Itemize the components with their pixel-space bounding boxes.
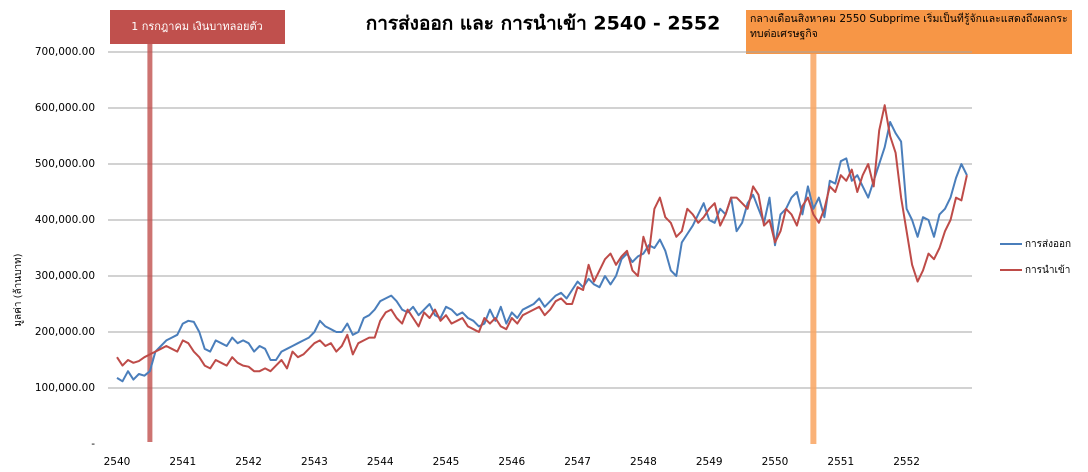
- annotation-box: [110, 10, 285, 44]
- y-tick-label: 700,000.00: [35, 46, 95, 58]
- x-tick-label: 2548: [630, 456, 657, 468]
- x-tick-label: 2545: [433, 456, 460, 468]
- x-tick-label: 2549: [696, 456, 723, 468]
- chart-title: การส่งออก และ การนำเข้า 2540 - 2552: [366, 13, 721, 35]
- series-line: [116, 121, 968, 383]
- y-tick-label: 200,000.00: [35, 326, 95, 338]
- x-tick-label: 2541: [169, 456, 196, 468]
- annotation-box: [746, 10, 1072, 54]
- y-axis-label: มูลค่า (ล้านบาท): [12, 253, 24, 326]
- y-tick-label: 100,000.00: [35, 382, 95, 394]
- x-tick-label: 2544: [367, 456, 394, 468]
- y-tick-label: 500,000.00: [35, 158, 95, 170]
- y-tick-label: 600,000.00: [35, 102, 95, 114]
- y-tick-label: 300,000.00: [35, 270, 95, 282]
- legend-label: การส่งออก: [1025, 239, 1071, 250]
- x-tick-label: 2550: [762, 456, 789, 468]
- series-line: [116, 104, 968, 373]
- annotation-wrap: กลางเดือนสิงหาคม 2550 Subprime เริ่มเป็น…: [750, 13, 1068, 40]
- x-tick-label: 2540: [104, 456, 131, 468]
- x-tick-label: 2546: [498, 456, 525, 468]
- x-tick-label: 2542: [235, 456, 262, 468]
- x-tick-label: 2552: [893, 456, 920, 468]
- x-tick-label: 2551: [827, 456, 854, 468]
- legend-label: การนำเข้า: [1025, 264, 1070, 276]
- annotation: 1 กรกฎาคม เงินบาทลอยตัว: [131, 20, 263, 33]
- x-tick-label: 2547: [564, 456, 591, 468]
- y-tick-label: -: [91, 438, 95, 450]
- y-tick-label: 400,000.00: [35, 214, 95, 226]
- annotation: กลางเดือนสิงหาคม 2550 Subprime เริ่มเป็น…: [750, 13, 1068, 40]
- x-tick-label: 2543: [301, 456, 328, 468]
